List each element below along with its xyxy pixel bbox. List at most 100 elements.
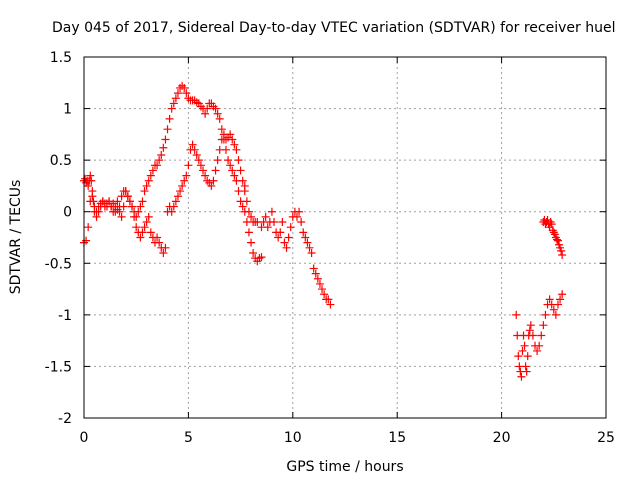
data-point bbox=[521, 362, 530, 371]
series-track-d bbox=[512, 290, 567, 381]
x-tick-label: 20 bbox=[493, 430, 511, 446]
data-point bbox=[140, 187, 149, 196]
data-point bbox=[89, 197, 98, 206]
data-point bbox=[539, 321, 548, 330]
data-point bbox=[144, 212, 153, 221]
data-point bbox=[226, 130, 235, 139]
data-point bbox=[192, 150, 201, 159]
data-point bbox=[115, 207, 124, 216]
data-point bbox=[299, 228, 308, 237]
data-point bbox=[528, 331, 537, 340]
data-point bbox=[557, 246, 566, 255]
data-point bbox=[188, 140, 197, 149]
data-point bbox=[548, 226, 557, 235]
y-tick-label: -1 bbox=[58, 308, 72, 324]
data-point bbox=[547, 220, 556, 229]
data-point bbox=[142, 181, 151, 190]
data-point bbox=[209, 176, 218, 185]
data-point bbox=[148, 166, 157, 175]
data-point bbox=[113, 197, 122, 206]
data-point bbox=[535, 341, 544, 350]
y-tick-label: -0.5 bbox=[45, 256, 72, 272]
data-point bbox=[520, 341, 529, 350]
axis-ticks: 0 5 10 15 20 25 -2 -1.5 -1 -0.5 0 0.5 1 1.5 bbox=[45, 50, 615, 446]
plot-frame bbox=[83, 56, 607, 419]
data-point bbox=[326, 300, 335, 309]
data-point bbox=[238, 202, 247, 211]
data-point bbox=[153, 161, 162, 170]
data-point bbox=[163, 125, 172, 134]
data-point bbox=[553, 300, 562, 309]
data-point bbox=[192, 98, 201, 107]
data-point bbox=[553, 236, 562, 245]
data-point bbox=[161, 243, 170, 252]
data-point bbox=[159, 143, 168, 152]
data-point bbox=[549, 228, 558, 237]
data-point bbox=[82, 236, 91, 245]
data-point bbox=[178, 81, 187, 90]
data-point bbox=[180, 176, 189, 185]
data-point bbox=[526, 321, 535, 330]
data-point bbox=[211, 104, 220, 113]
data-point bbox=[84, 181, 93, 190]
data-point bbox=[522, 367, 531, 376]
data-point bbox=[140, 223, 149, 232]
data-point bbox=[144, 176, 153, 185]
data-point bbox=[128, 202, 137, 211]
data-point bbox=[247, 238, 256, 247]
data-point bbox=[313, 274, 322, 283]
data-point bbox=[533, 346, 542, 355]
data-point bbox=[552, 235, 561, 244]
data-point bbox=[282, 243, 291, 252]
data-point bbox=[176, 187, 185, 196]
data-point bbox=[292, 212, 301, 221]
data-point bbox=[320, 290, 329, 299]
data-point bbox=[217, 125, 226, 134]
data-point bbox=[171, 197, 180, 206]
data-point bbox=[270, 218, 279, 227]
data-point bbox=[182, 89, 191, 98]
grid bbox=[84, 57, 606, 418]
data-point bbox=[123, 192, 132, 201]
data-point bbox=[161, 135, 170, 144]
data-point bbox=[125, 197, 134, 206]
data-point bbox=[184, 161, 193, 170]
data-point bbox=[171, 94, 180, 103]
data-point bbox=[87, 176, 96, 185]
series-track-c bbox=[240, 187, 335, 309]
data-point bbox=[86, 171, 95, 180]
data-point bbox=[276, 228, 285, 237]
data-point bbox=[215, 114, 224, 123]
data-point bbox=[213, 109, 222, 118]
series-track-a bbox=[80, 81, 266, 266]
data-point bbox=[518, 346, 527, 355]
data-point bbox=[182, 171, 191, 180]
data-point bbox=[155, 156, 164, 165]
data-point bbox=[138, 228, 147, 237]
data-point bbox=[551, 310, 560, 319]
data-point bbox=[180, 83, 189, 92]
data-point bbox=[232, 145, 241, 154]
x-tick-label: 0 bbox=[80, 430, 89, 446]
data-point bbox=[247, 212, 256, 221]
data-point bbox=[307, 248, 316, 257]
data-point bbox=[136, 202, 145, 211]
data-point bbox=[267, 207, 276, 216]
data-point bbox=[517, 372, 526, 381]
data-point bbox=[136, 233, 145, 242]
data-point bbox=[184, 94, 193, 103]
data-point bbox=[257, 253, 266, 262]
series-track-e bbox=[539, 215, 567, 260]
data-point bbox=[228, 135, 237, 144]
data-point bbox=[295, 207, 304, 216]
data-point bbox=[549, 305, 558, 314]
y-tick-label: -2 bbox=[58, 411, 72, 427]
data-point bbox=[190, 145, 199, 154]
data-point bbox=[213, 156, 222, 165]
data-point bbox=[558, 251, 567, 260]
data-point bbox=[228, 166, 237, 175]
y-tick-label: 1.5 bbox=[50, 50, 72, 66]
data-point bbox=[167, 207, 176, 216]
